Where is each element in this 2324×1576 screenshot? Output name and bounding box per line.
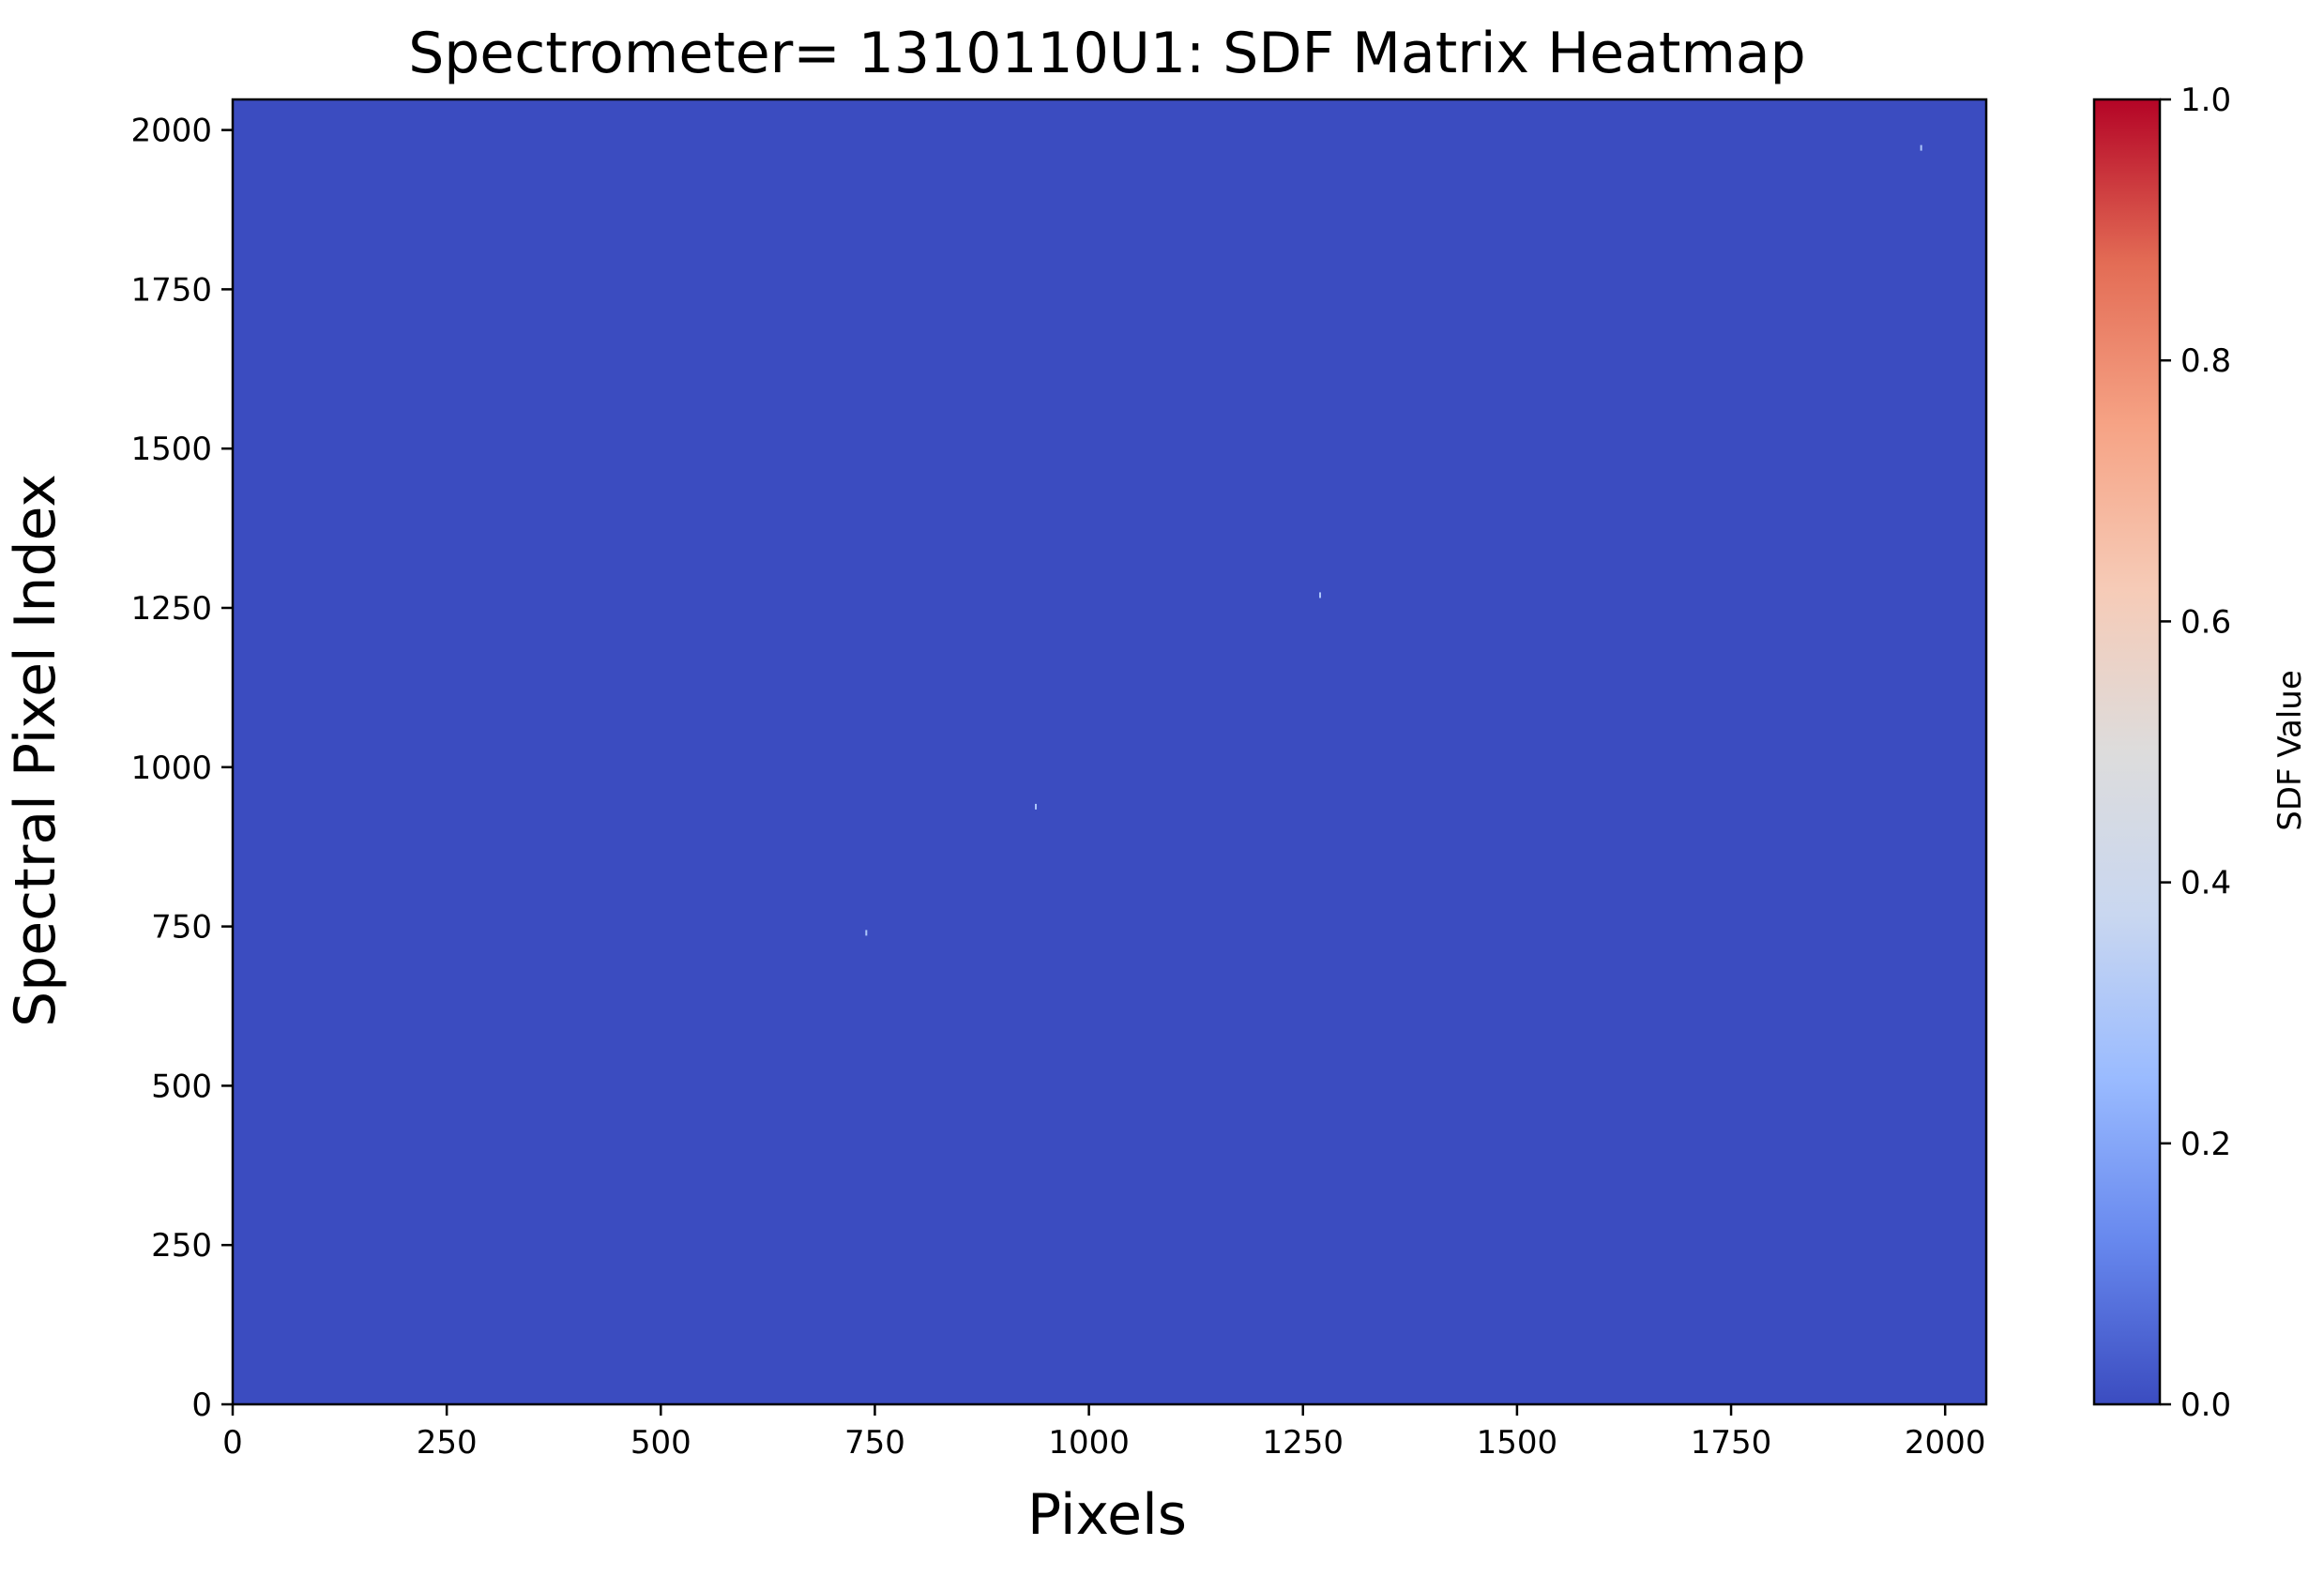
x-tick-label: 0	[222, 1424, 243, 1462]
chart-title: Spectrometer= 1310110U1: SDF Matrix Heat…	[408, 21, 1806, 86]
x-tick-label: 2000	[1905, 1424, 1986, 1462]
heatmap-field	[233, 99, 1986, 1404]
y-tick-label: 250	[151, 1227, 212, 1265]
x-axis-label: Pixels	[1027, 1482, 1187, 1548]
y-tick-label: 1500	[130, 431, 212, 468]
plot-frame	[231, 98, 1988, 1406]
colorbar-tick-label: 0.0	[2180, 1387, 2231, 1424]
colorbar-tick-label: 0.4	[2180, 865, 2231, 902]
colorbar-tick-label: 0.2	[2180, 1126, 2231, 1163]
colorbar-label: SDF Value	[2271, 670, 2309, 831]
colorbar-frame	[2092, 98, 2162, 1406]
heatmap-point	[865, 930, 868, 936]
x-tick-label: 500	[630, 1424, 691, 1462]
colorbar-tick-label: 0.8	[2180, 342, 2231, 380]
y-axis-label: Spectral Pixel Index	[3, 474, 68, 1027]
colorbar-gradient	[2094, 99, 2160, 1404]
heatmap-point	[1318, 592, 1321, 599]
x-tick-label: 1000	[1048, 1424, 1130, 1462]
x-tick-label: 1500	[1477, 1424, 1558, 1462]
x-tick-label: 1250	[1262, 1424, 1344, 1462]
y-tick-label: 2000	[130, 113, 212, 150]
y-tick-label: 0	[191, 1387, 212, 1424]
y-tick-label: 1250	[130, 590, 212, 628]
x-tick-label: 750	[844, 1424, 905, 1462]
y-tick-label: 750	[151, 909, 212, 947]
x-tick-label: 1750	[1691, 1424, 1772, 1462]
y-tick-label: 500	[151, 1068, 212, 1105]
heatmap-point	[1035, 803, 1038, 810]
y-tick-label: 1000	[130, 750, 212, 787]
y-tick-label: 1750	[130, 271, 212, 309]
colorbar-tick-label: 1.0	[2180, 82, 2231, 119]
colorbar-tick-label: 0.6	[2180, 603, 2231, 641]
x-tick-label: 250	[417, 1424, 478, 1462]
heatmap-point	[1920, 144, 1922, 151]
